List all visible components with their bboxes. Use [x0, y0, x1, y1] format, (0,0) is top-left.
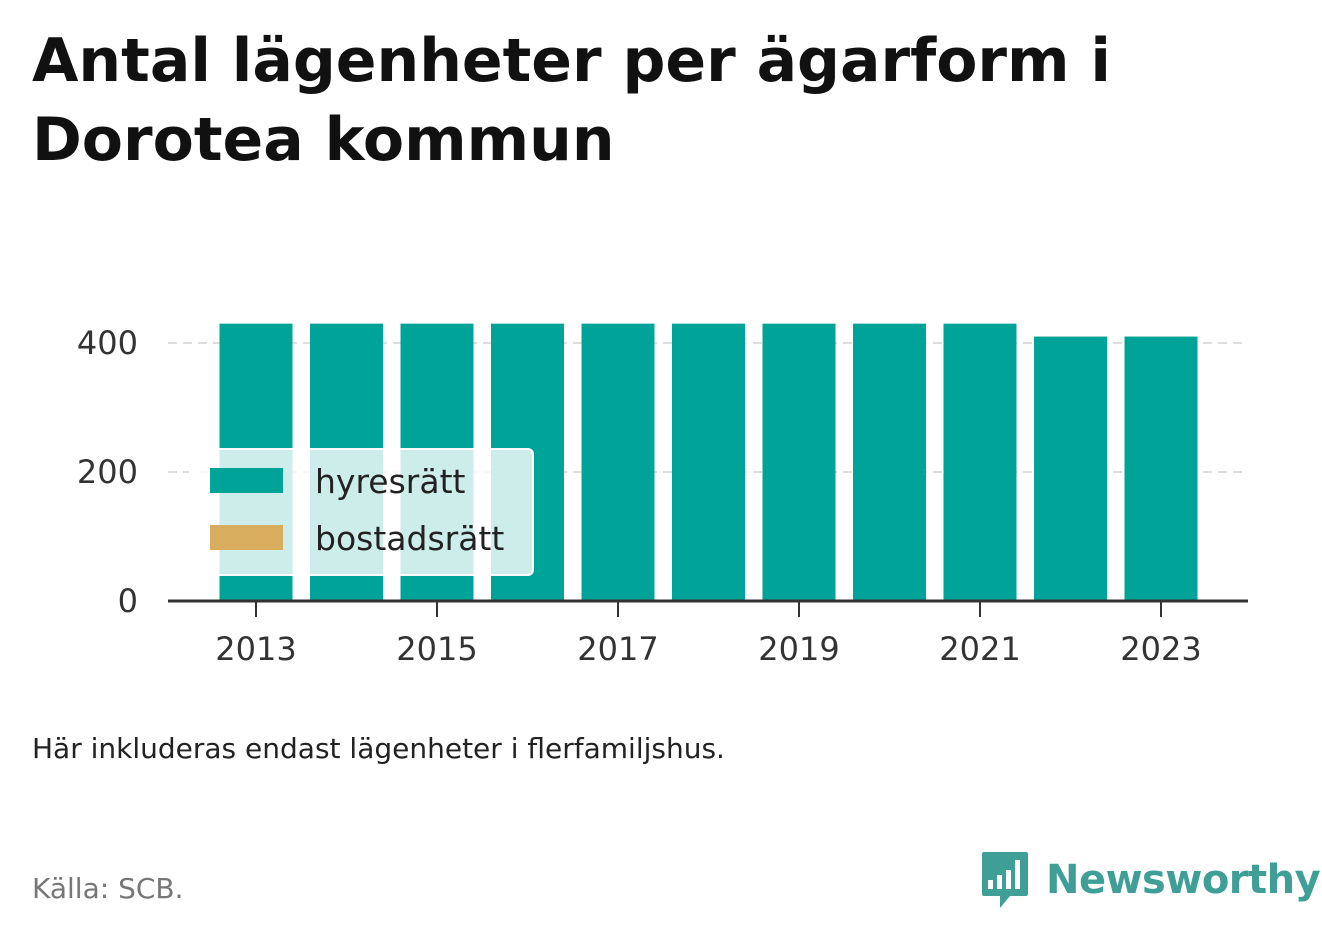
chart-note: Här inkluderas endast lägenheter i flerf…	[32, 732, 725, 765]
legend: hyresrätt bostadsrätt	[189, 448, 534, 576]
bar-hyresrätt-2023	[1124, 336, 1198, 601]
y-tick-label: 0	[118, 582, 138, 620]
chart-title: Antal lägenheter per ägarform i Dorotea …	[32, 26, 1111, 175]
legend-swatch-bostadsrätt	[210, 525, 283, 550]
x-tick-label: 2019	[758, 630, 839, 668]
bar-hyresrätt-2019	[762, 323, 836, 601]
x-tick-label: 2015	[396, 630, 477, 668]
y-tick-label: 400	[77, 324, 138, 362]
x-tick-label: 2021	[939, 630, 1020, 668]
y-tick-label: 200	[77, 453, 138, 491]
bar-chart-speech-bubble-icon	[982, 852, 1028, 908]
x-tick-label: 2017	[577, 630, 658, 668]
x-tick-label: 2023	[1120, 630, 1201, 668]
bar-hyresrätt-2021	[943, 323, 1017, 601]
legend-label-hyresrätt: hyresrätt	[315, 462, 466, 501]
bar-hyresrätt-2017	[581, 323, 655, 601]
bar-hyresrätt-2020	[853, 323, 926, 601]
bar-hyresrätt-2022	[1034, 336, 1107, 601]
legend-swatch-hyresrätt	[210, 468, 283, 493]
bar-hyresrätt-2018	[672, 323, 745, 601]
source-text: Källa: SCB.	[32, 872, 184, 905]
axes: 0 200 400 2013 2015 2017 2019 2021 2023	[77, 324, 1248, 668]
x-tick-label: 2013	[215, 630, 296, 668]
legend-label-bostadsrätt: bostadsrätt	[315, 519, 504, 558]
newsworthy-logo: Newsworthy	[980, 848, 1321, 912]
brand-name: Newsworthy	[1046, 857, 1321, 903]
